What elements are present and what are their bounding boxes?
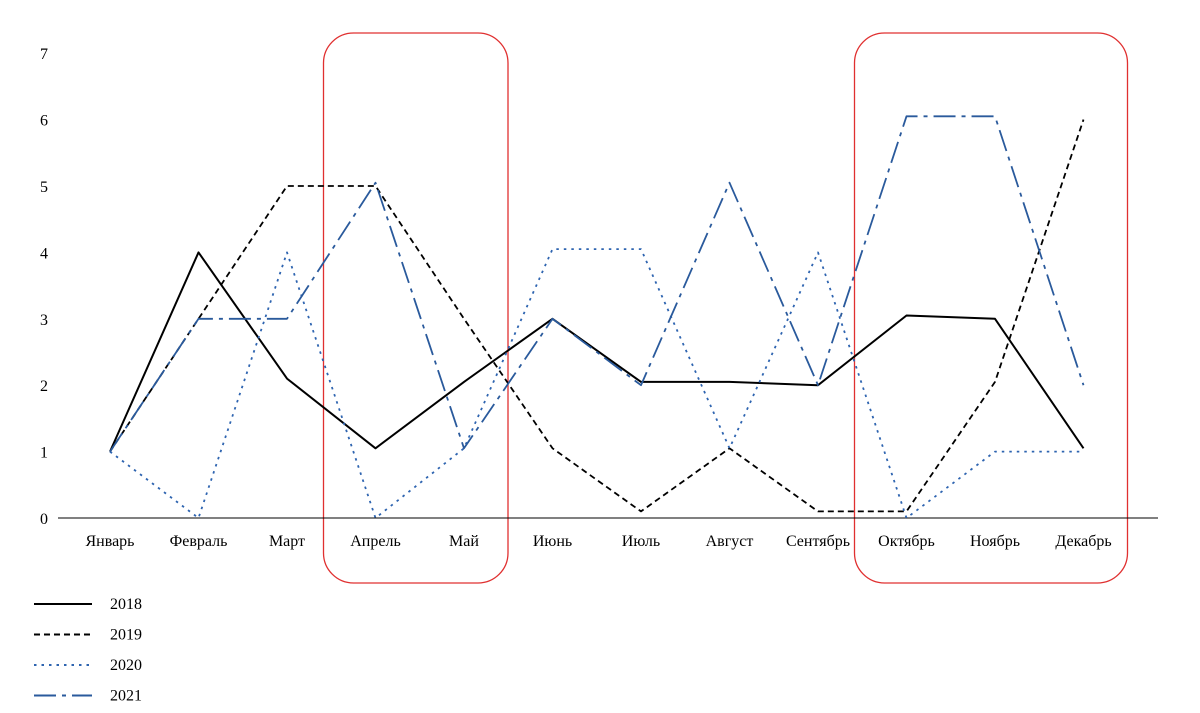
x-tick-label: Январь <box>86 533 135 550</box>
legend: 2018 2019 2020 2021 <box>34 596 142 705</box>
y-tick-label: 4 <box>40 245 48 262</box>
series-line-2018 <box>109 251 1085 453</box>
y-tick-label: 1 <box>40 445 48 462</box>
x-tick-label: Июль <box>622 533 660 550</box>
x-tick-label: Сентябрь <box>786 533 850 550</box>
x-tick-label: Ноябрь <box>970 533 1020 550</box>
y-tick-label: 5 <box>40 179 48 196</box>
y-tick-label: 6 <box>40 113 48 130</box>
highlight-box-1 <box>322 32 509 584</box>
x-tick-label: Февраль <box>170 533 228 550</box>
x-tick-label: Декабрь <box>1055 533 1111 550</box>
series-line-2019 <box>109 119 1085 513</box>
y-tick-label: 7 <box>40 46 48 63</box>
series-line-2020 <box>109 248 1084 519</box>
x-tick-label: Май <box>449 533 479 550</box>
legend-label-2021: 2021 <box>110 688 142 705</box>
y-tick-label: 3 <box>40 312 48 329</box>
x-tick-label: Июнь <box>533 533 572 550</box>
x-tick-label: Апрель <box>350 533 401 550</box>
x-axis: Январь Февраль Март Апрель Май Июнь Июль Август… <box>58 517 1158 550</box>
series-line-2021 <box>109 115 1085 453</box>
series-lines <box>109 115 1085 519</box>
y-axis: 0 1 2 3 4 5 6 7 <box>40 46 48 528</box>
legend-label-2020: 2020 <box>110 657 142 674</box>
y-tick-label: 2 <box>40 378 48 395</box>
x-tick-label: Август <box>706 533 754 550</box>
legend-label-2018: 2018 <box>110 596 142 613</box>
highlight-boxes <box>322 32 1129 584</box>
highlight-box-2 <box>853 32 1129 584</box>
x-tick-label: Март <box>269 533 305 550</box>
legend-label-2019: 2019 <box>110 627 142 644</box>
x-tick-label: Октябрь <box>878 533 935 550</box>
y-tick-label: 0 <box>40 511 48 528</box>
